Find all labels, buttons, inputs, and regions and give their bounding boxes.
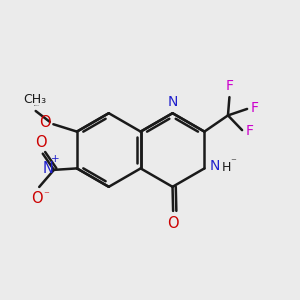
Text: H: H	[221, 161, 231, 174]
Text: F: F	[225, 79, 233, 93]
Text: O: O	[31, 191, 43, 206]
Text: F: F	[246, 124, 254, 138]
Text: O: O	[167, 216, 179, 231]
Text: N: N	[167, 95, 178, 110]
Text: ⁻: ⁻	[230, 158, 236, 167]
Text: N: N	[42, 161, 53, 176]
Text: CH₃: CH₃	[23, 93, 46, 106]
Text: F: F	[250, 101, 259, 115]
Text: methoxy: methoxy	[34, 104, 41, 106]
Text: N: N	[210, 159, 220, 173]
Text: O: O	[35, 135, 47, 150]
Text: ⁻: ⁻	[43, 190, 49, 200]
Text: O: O	[39, 115, 51, 130]
Text: +: +	[50, 154, 59, 164]
